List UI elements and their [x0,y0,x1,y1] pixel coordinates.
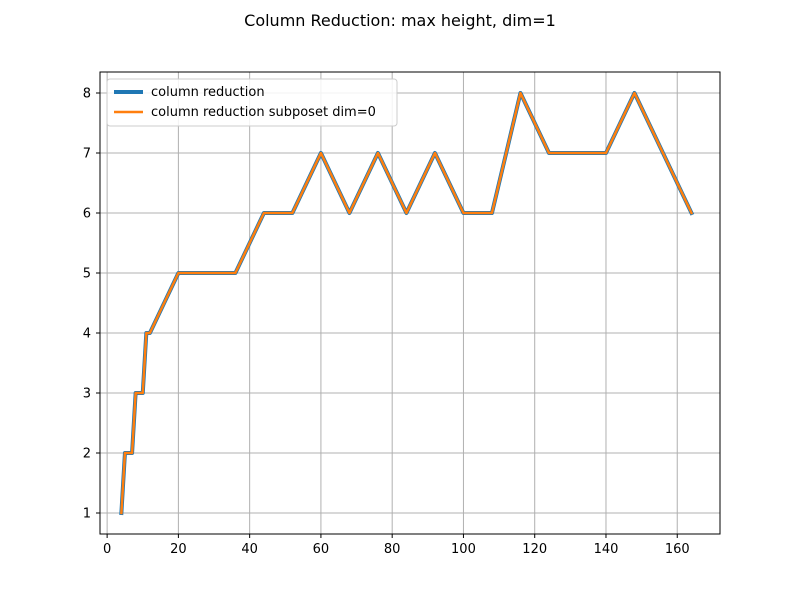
y-tick-label: 5 [83,267,91,282]
y-tick-label: 1 [83,507,91,522]
x-tick-label: 160 [665,542,690,557]
series-line-column-reduction-subposet-dim-0 [120,91,694,515]
x-axis-ticks: 0 20 40 60 80 100 120 140 160 [103,534,690,557]
y-tick-label: 4 [83,327,91,342]
x-tick-label: 60 [313,542,330,557]
series-lines [119,91,695,516]
legend-box [106,78,398,127]
x-tick-label: 0 [103,542,111,557]
plot-frame [99,71,721,535]
x-tick-label: 100 [451,542,476,557]
y-tick-label: 2 [83,447,91,462]
legend-label-column-reduction-subposet: column reduction subposet dim=0 [151,105,376,120]
x-tick-label: 120 [522,542,547,557]
x-tick-label: 80 [384,542,401,557]
y-tick-label: 6 [83,207,91,222]
legend-label-column-reduction: column reduction [151,85,265,100]
y-axis-ticks: 1 2 3 4 5 6 7 8 [83,87,100,522]
chart-title: Column Reduction: max height, dim=1 [244,11,556,30]
x-tick-label: 40 [241,542,258,557]
y-tick-label: 7 [83,147,91,162]
y-tick-label: 3 [83,387,91,402]
legend: column reduction column reduction subpos… [106,78,398,127]
x-tick-label: 140 [594,542,619,557]
y-tick-label: 8 [83,87,91,102]
x-tick-label: 20 [170,542,187,557]
